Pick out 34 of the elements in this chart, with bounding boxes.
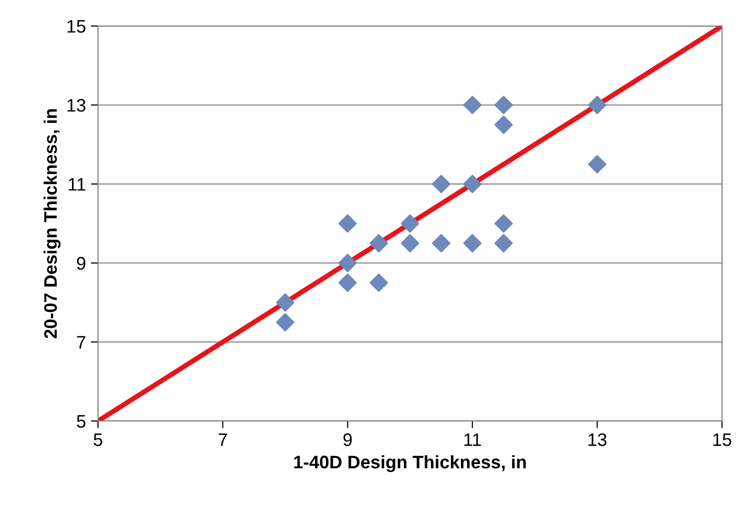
point	[463, 96, 482, 114]
point	[494, 234, 513, 252]
y-tick-label: 13	[67, 98, 86, 112]
point	[338, 254, 357, 272]
point	[370, 274, 388, 292]
x-tick-label: 15	[713, 433, 732, 446]
y-axis-title: 20-07 Design Thickness, in	[44, 109, 61, 338]
x-axis-title: 1-40D Design Thickness, in	[294, 455, 526, 472]
point	[338, 274, 357, 292]
y-tick-label: 5	[76, 415, 86, 428]
x-tick-label: 9	[343, 433, 352, 446]
y-tick-label: 9	[77, 256, 86, 270]
x-tick-label: 11	[464, 433, 481, 446]
y-tick-label: 7	[77, 336, 86, 349]
point	[338, 214, 357, 233]
point	[276, 313, 294, 332]
x-tick-label: 7	[218, 433, 227, 446]
point	[494, 116, 513, 134]
point	[494, 214, 513, 233]
point	[432, 174, 450, 194]
point	[400, 234, 420, 252]
x-tick-label: 5	[94, 433, 102, 446]
point	[463, 174, 482, 194]
point	[463, 234, 482, 252]
point	[588, 96, 606, 114]
point	[494, 96, 513, 114]
point	[276, 293, 294, 312]
point	[370, 234, 388, 252]
y-tick-label: 11	[68, 178, 86, 191]
y-tick-label: 15	[67, 20, 86, 33]
x-tick-label: 13	[588, 433, 606, 446]
point	[400, 214, 420, 233]
point	[432, 234, 450, 252]
point	[588, 155, 606, 174]
